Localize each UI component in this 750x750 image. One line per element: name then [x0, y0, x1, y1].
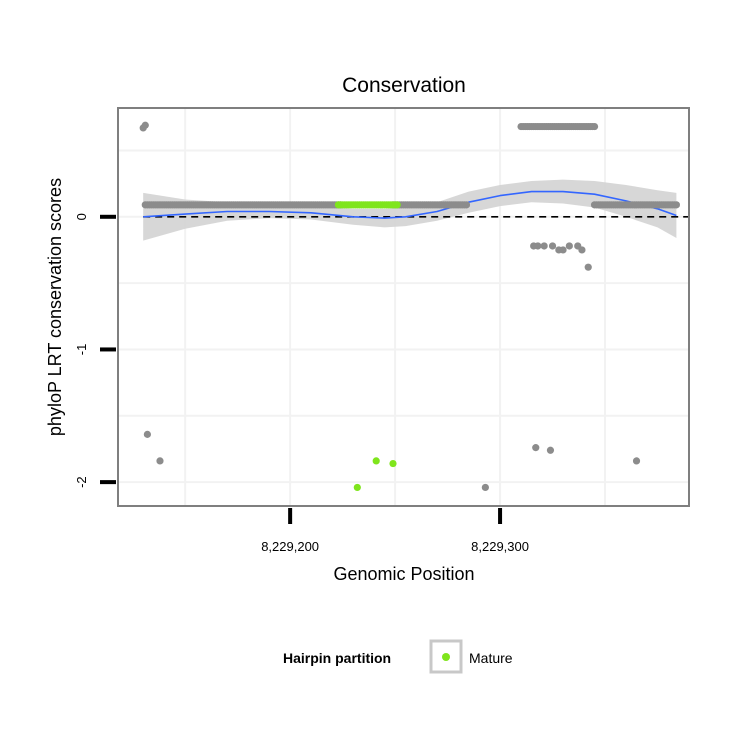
y-axis: 0 -1 -2 [74, 213, 116, 488]
point-other-seg1-35 [462, 201, 471, 209]
point-other-1 [141, 121, 149, 129]
y-axis-label: phyloP LRT conservation scores [45, 178, 65, 436]
plot-panel [118, 108, 689, 506]
point-mature-2 [389, 459, 397, 468]
legend-label-mature: Mature [469, 650, 513, 666]
y-tick-label-0: 0 [74, 213, 89, 220]
y-tick-label-2: -2 [74, 476, 89, 488]
y-tick-label-1: -1 [74, 344, 89, 356]
confidence-ribbon [143, 179, 677, 241]
point-mature-seg0-28 [393, 201, 401, 209]
point-other-17 [584, 263, 592, 271]
x-tick-label-1: 8,229,300 [471, 539, 529, 554]
point-other-11 [548, 242, 557, 250]
point-other-2 [143, 430, 151, 438]
legend-key-mature [442, 653, 450, 661]
x-tick-label-0: 8,229,200 [261, 539, 319, 554]
points-layer [139, 121, 681, 492]
point-mature-0 [353, 483, 361, 492]
legend-title: Hairpin partition [283, 650, 391, 666]
point-other-9 [534, 242, 542, 250]
x-axis-label: Genomic Position [333, 564, 474, 584]
smooth-line-layer [143, 190, 677, 219]
legend: Hairpin partition Mature [283, 639, 513, 674]
legend-key-box [429, 639, 463, 674]
point-other-16 [578, 246, 586, 254]
point-other-10 [540, 242, 548, 250]
point-mature-1 [372, 457, 380, 465]
point-other-7 [632, 457, 641, 465]
chart-title: Conservation [342, 74, 466, 97]
smooth-trend-line [143, 190, 677, 219]
point-other-3 [156, 457, 164, 465]
point-other-6 [546, 446, 555, 454]
point-other-seg2-39 [672, 201, 681, 209]
point-other-5 [532, 444, 540, 452]
point-other-13 [559, 246, 567, 254]
point-other-4 [481, 483, 489, 492]
confidence-ribbon-layer [143, 179, 677, 241]
x-axis: 8,229,200 8,229,300 [261, 508, 529, 554]
point-other-seg3-35 [590, 122, 599, 131]
plot-panel-border [117, 107, 690, 507]
point-other-14 [565, 242, 573, 250]
